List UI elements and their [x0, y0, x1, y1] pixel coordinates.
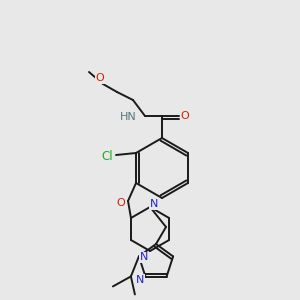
Text: Cl: Cl — [101, 149, 113, 163]
Text: O: O — [96, 73, 104, 83]
Text: N: N — [136, 274, 145, 285]
Text: O: O — [117, 198, 125, 208]
Text: N: N — [150, 199, 158, 209]
Text: O: O — [181, 111, 189, 121]
Text: HN: HN — [120, 112, 137, 122]
Text: N: N — [140, 252, 148, 262]
